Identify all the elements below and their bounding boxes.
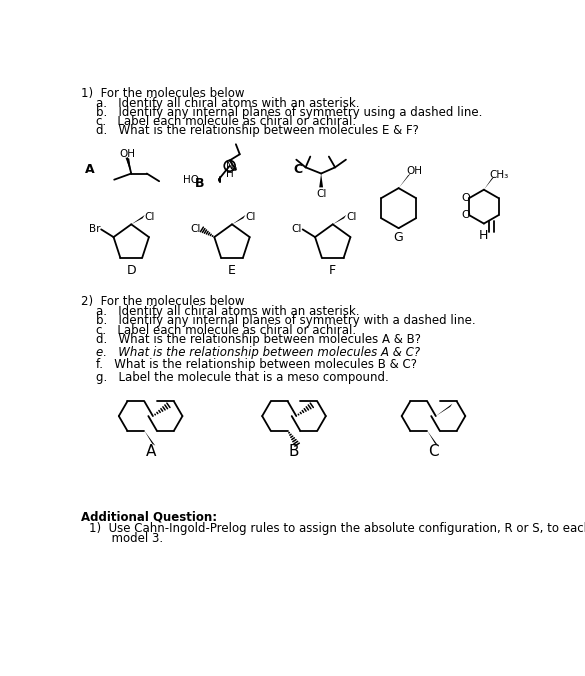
Polygon shape xyxy=(398,173,411,188)
Text: d.   What is the relationship between molecules A & B?: d. What is the relationship between mole… xyxy=(97,333,421,346)
Polygon shape xyxy=(484,176,495,190)
Text: Additional Question:: Additional Question: xyxy=(81,511,217,524)
Text: ⊕: ⊕ xyxy=(230,164,237,174)
Text: Cl: Cl xyxy=(316,189,326,199)
Text: Cl: Cl xyxy=(191,224,201,235)
Text: CH₃: CH₃ xyxy=(490,170,509,180)
Polygon shape xyxy=(436,404,452,416)
Text: a.   Identify all chiral atoms with an asterisk.: a. Identify all chiral atoms with an ast… xyxy=(97,305,360,318)
Text: N: N xyxy=(226,161,233,171)
Text: 2)  For the molecules below: 2) For the molecules below xyxy=(81,295,245,308)
Text: C: C xyxy=(428,444,439,459)
Polygon shape xyxy=(333,215,346,224)
Text: a.   Identify all chiral atoms with an asterisk.: a. Identify all chiral atoms with an ast… xyxy=(97,97,360,110)
Text: A: A xyxy=(146,444,156,459)
Text: G: G xyxy=(394,231,404,244)
Text: A: A xyxy=(85,163,95,176)
Text: B: B xyxy=(195,177,204,190)
Polygon shape xyxy=(319,174,323,187)
Text: D: D xyxy=(126,264,136,277)
Text: OH: OH xyxy=(406,166,422,176)
Text: HO: HO xyxy=(183,174,199,185)
Text: g.   Label the molecule that is a meso compound.: g. Label the molecule that is a meso com… xyxy=(97,370,389,384)
Text: b.   Identify any internal planes of symmetry with a dashed line.: b. Identify any internal planes of symme… xyxy=(97,314,476,327)
Polygon shape xyxy=(427,431,438,445)
Polygon shape xyxy=(144,431,155,445)
Text: Cl: Cl xyxy=(246,212,256,222)
Text: F: F xyxy=(329,264,336,277)
Text: Cl: Cl xyxy=(346,212,356,222)
Text: E: E xyxy=(228,264,236,277)
Text: e.   What is the relationship between molecules A & C?: e. What is the relationship between mole… xyxy=(97,346,421,359)
Text: model 3.: model 3. xyxy=(88,532,163,546)
Text: c.   Label each molecule as chiral or achiral.: c. Label each molecule as chiral or achi… xyxy=(97,115,356,128)
Text: O: O xyxy=(462,193,470,203)
Polygon shape xyxy=(131,215,144,224)
Polygon shape xyxy=(232,215,246,224)
Text: O: O xyxy=(462,210,470,220)
Text: B: B xyxy=(289,444,300,459)
Text: C: C xyxy=(293,163,302,176)
Polygon shape xyxy=(126,158,131,174)
Text: Br: Br xyxy=(89,224,101,235)
Text: 1)  Use Cahn-Ingold-Prelog rules to assign the absolute configuration, R or S, t: 1) Use Cahn-Ingold-Prelog rules to assig… xyxy=(88,523,585,535)
Text: d.   What is the relationship between molecules E & F?: d. What is the relationship between mole… xyxy=(97,124,419,137)
Text: f.   What is the relationship between molecules B & C?: f. What is the relationship between mole… xyxy=(97,358,417,371)
Text: b.   Identify any internal planes of symmetry using a dashed line.: b. Identify any internal planes of symme… xyxy=(97,105,483,119)
Text: Cl: Cl xyxy=(291,224,302,235)
Text: H: H xyxy=(479,229,488,243)
Text: H: H xyxy=(226,168,233,178)
Text: c.   Label each molecule as chiral or achiral.: c. Label each molecule as chiral or achi… xyxy=(97,324,356,337)
Text: OH: OH xyxy=(119,149,135,158)
Text: 1)  For the molecules below: 1) For the molecules below xyxy=(81,87,245,100)
Text: Cl: Cl xyxy=(144,212,155,222)
